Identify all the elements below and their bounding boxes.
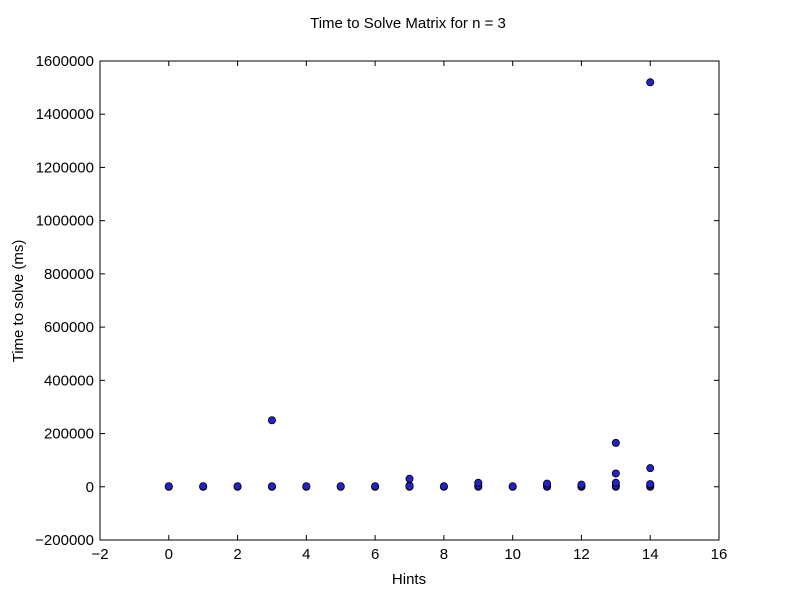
x-tick-label: 2 bbox=[233, 546, 241, 563]
data-point bbox=[646, 480, 655, 489]
x-tick-label: 16 bbox=[711, 546, 728, 563]
data-point bbox=[474, 478, 483, 487]
x-tick-label: 14 bbox=[642, 546, 659, 563]
x-tick-label: 10 bbox=[504, 546, 521, 563]
y-tick-label: 800000 bbox=[44, 266, 94, 283]
data-point bbox=[611, 438, 620, 447]
data-point bbox=[336, 482, 345, 491]
data-point bbox=[646, 464, 655, 473]
x-tick-label: 6 bbox=[371, 546, 379, 563]
data-point bbox=[371, 482, 380, 491]
y-tick-label: 600000 bbox=[44, 319, 94, 336]
x-tick-label: 0 bbox=[165, 546, 173, 563]
data-point bbox=[611, 478, 620, 487]
x-axis-label: Hints bbox=[392, 571, 426, 588]
y-tick-label: 400000 bbox=[44, 372, 94, 389]
data-point bbox=[611, 469, 620, 478]
y-tick-label: 1400000 bbox=[36, 106, 94, 123]
y-tick-label: −200000 bbox=[35, 532, 94, 549]
y-tick-label: 1600000 bbox=[36, 53, 94, 70]
data-point bbox=[577, 480, 586, 489]
y-axis-ticks: −200000 0 200000 400000 600000 800000 1000000 1… bbox=[35, 53, 719, 549]
data-point bbox=[508, 482, 517, 491]
data-points bbox=[164, 78, 655, 491]
data-point bbox=[646, 78, 655, 87]
data-point bbox=[164, 482, 173, 491]
data-point bbox=[267, 416, 276, 425]
data-point bbox=[199, 482, 208, 491]
data-point bbox=[439, 482, 448, 491]
x-tick-label: −2 bbox=[91, 546, 108, 563]
x-tick-label: 12 bbox=[573, 546, 590, 563]
plot-area bbox=[99, 60, 720, 541]
data-point bbox=[233, 482, 242, 491]
data-point bbox=[267, 482, 276, 491]
chart-title: Time to Solve Matrix for n = 3 bbox=[310, 15, 506, 32]
y-tick-label: 1000000 bbox=[36, 213, 94, 230]
y-tick-label: 1200000 bbox=[36, 159, 94, 176]
y-tick-label: 200000 bbox=[44, 426, 94, 443]
data-point bbox=[302, 482, 311, 491]
data-point bbox=[405, 474, 414, 483]
y-tick-label: 0 bbox=[86, 479, 94, 496]
x-tick-label: 8 bbox=[440, 546, 448, 563]
y-axis-label: Time to solve (ms) bbox=[10, 240, 27, 363]
data-point bbox=[543, 479, 552, 488]
x-axis-ticks: −2 0 2 4 6 8 10 12 14 16 bbox=[91, 61, 727, 563]
x-tick-label: 4 bbox=[302, 546, 310, 563]
data-point bbox=[405, 482, 414, 491]
plot-frame bbox=[99, 60, 720, 541]
